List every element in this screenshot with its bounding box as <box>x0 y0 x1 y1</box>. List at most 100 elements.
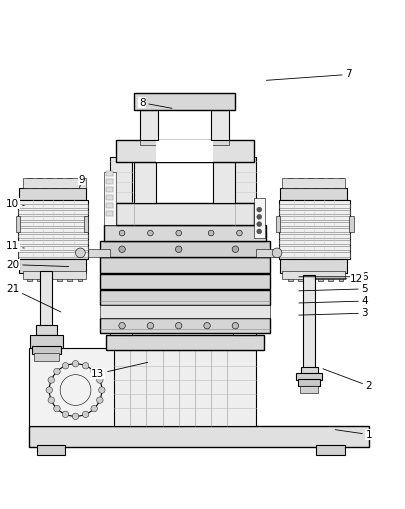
Bar <box>77 272 82 281</box>
Bar <box>84 216 88 232</box>
Circle shape <box>46 387 52 393</box>
Text: 5: 5 <box>298 284 367 294</box>
Bar <box>278 252 349 257</box>
Circle shape <box>147 230 153 236</box>
Bar <box>297 272 302 281</box>
Bar <box>18 246 88 250</box>
Circle shape <box>82 362 89 369</box>
Bar <box>106 179 113 184</box>
Bar <box>318 272 322 281</box>
Circle shape <box>119 323 125 329</box>
Bar <box>116 203 253 225</box>
Text: 20: 20 <box>6 260 68 270</box>
Bar <box>307 178 312 188</box>
Bar <box>297 178 302 188</box>
Bar <box>349 216 353 232</box>
Bar <box>298 379 319 386</box>
Circle shape <box>53 368 60 375</box>
Bar <box>106 211 113 216</box>
Bar <box>106 187 113 192</box>
Bar <box>281 271 344 279</box>
Bar <box>301 366 317 374</box>
Bar <box>114 350 255 427</box>
Circle shape <box>98 387 105 393</box>
Bar <box>23 271 85 279</box>
Bar <box>37 445 65 455</box>
Bar <box>67 178 72 188</box>
Bar <box>27 178 32 188</box>
Circle shape <box>208 230 213 236</box>
Bar <box>23 178 85 188</box>
Bar <box>278 234 349 238</box>
Bar <box>106 335 263 350</box>
Bar <box>338 178 343 188</box>
Bar <box>79 249 110 257</box>
Bar <box>287 272 292 281</box>
Bar <box>211 109 229 140</box>
Bar <box>278 210 349 214</box>
Bar <box>100 241 269 258</box>
Bar <box>299 386 317 393</box>
Circle shape <box>91 405 97 412</box>
Circle shape <box>72 413 79 419</box>
Bar <box>278 240 349 244</box>
Bar <box>18 210 88 214</box>
Bar <box>318 178 322 188</box>
Text: 12: 12 <box>314 274 362 284</box>
Circle shape <box>48 397 54 403</box>
Bar <box>140 109 158 140</box>
Circle shape <box>203 323 210 329</box>
Bar <box>295 373 322 380</box>
Bar <box>279 259 346 273</box>
Circle shape <box>175 246 181 252</box>
Bar <box>47 178 52 188</box>
Bar <box>278 216 349 220</box>
Text: 1: 1 <box>335 430 371 440</box>
Bar <box>18 204 88 208</box>
Bar <box>27 272 32 281</box>
Circle shape <box>232 246 238 252</box>
Bar <box>57 178 62 188</box>
Bar <box>106 203 113 208</box>
Bar <box>18 222 88 226</box>
Bar <box>19 259 85 273</box>
Bar <box>32 346 60 354</box>
Bar <box>253 198 264 238</box>
Circle shape <box>256 214 261 219</box>
Bar <box>100 318 269 333</box>
Bar <box>110 157 132 335</box>
Bar <box>47 272 52 281</box>
Bar <box>278 222 349 226</box>
Bar <box>100 273 269 289</box>
Bar <box>18 200 88 259</box>
Circle shape <box>96 397 103 403</box>
Bar <box>18 216 88 220</box>
Bar <box>18 252 88 257</box>
Bar <box>328 178 333 188</box>
Circle shape <box>62 362 68 369</box>
Text: 11: 11 <box>6 241 24 251</box>
Text: 6: 6 <box>298 272 367 282</box>
Bar <box>29 348 182 427</box>
Text: 13: 13 <box>91 362 147 379</box>
Bar <box>278 246 349 250</box>
Circle shape <box>256 222 261 227</box>
Bar <box>100 305 269 318</box>
Circle shape <box>232 323 238 329</box>
Circle shape <box>271 248 281 258</box>
Bar <box>116 140 253 162</box>
Bar <box>106 195 113 200</box>
Bar <box>279 188 346 200</box>
Bar <box>37 178 42 188</box>
Bar <box>57 272 62 281</box>
Text: 3: 3 <box>298 308 367 318</box>
Bar <box>19 188 85 200</box>
Circle shape <box>62 411 68 417</box>
Circle shape <box>256 207 261 212</box>
Bar <box>134 162 156 203</box>
Circle shape <box>175 323 181 329</box>
Text: 21: 21 <box>6 284 61 312</box>
Bar <box>307 272 312 281</box>
Bar <box>29 427 368 447</box>
Circle shape <box>82 411 89 417</box>
